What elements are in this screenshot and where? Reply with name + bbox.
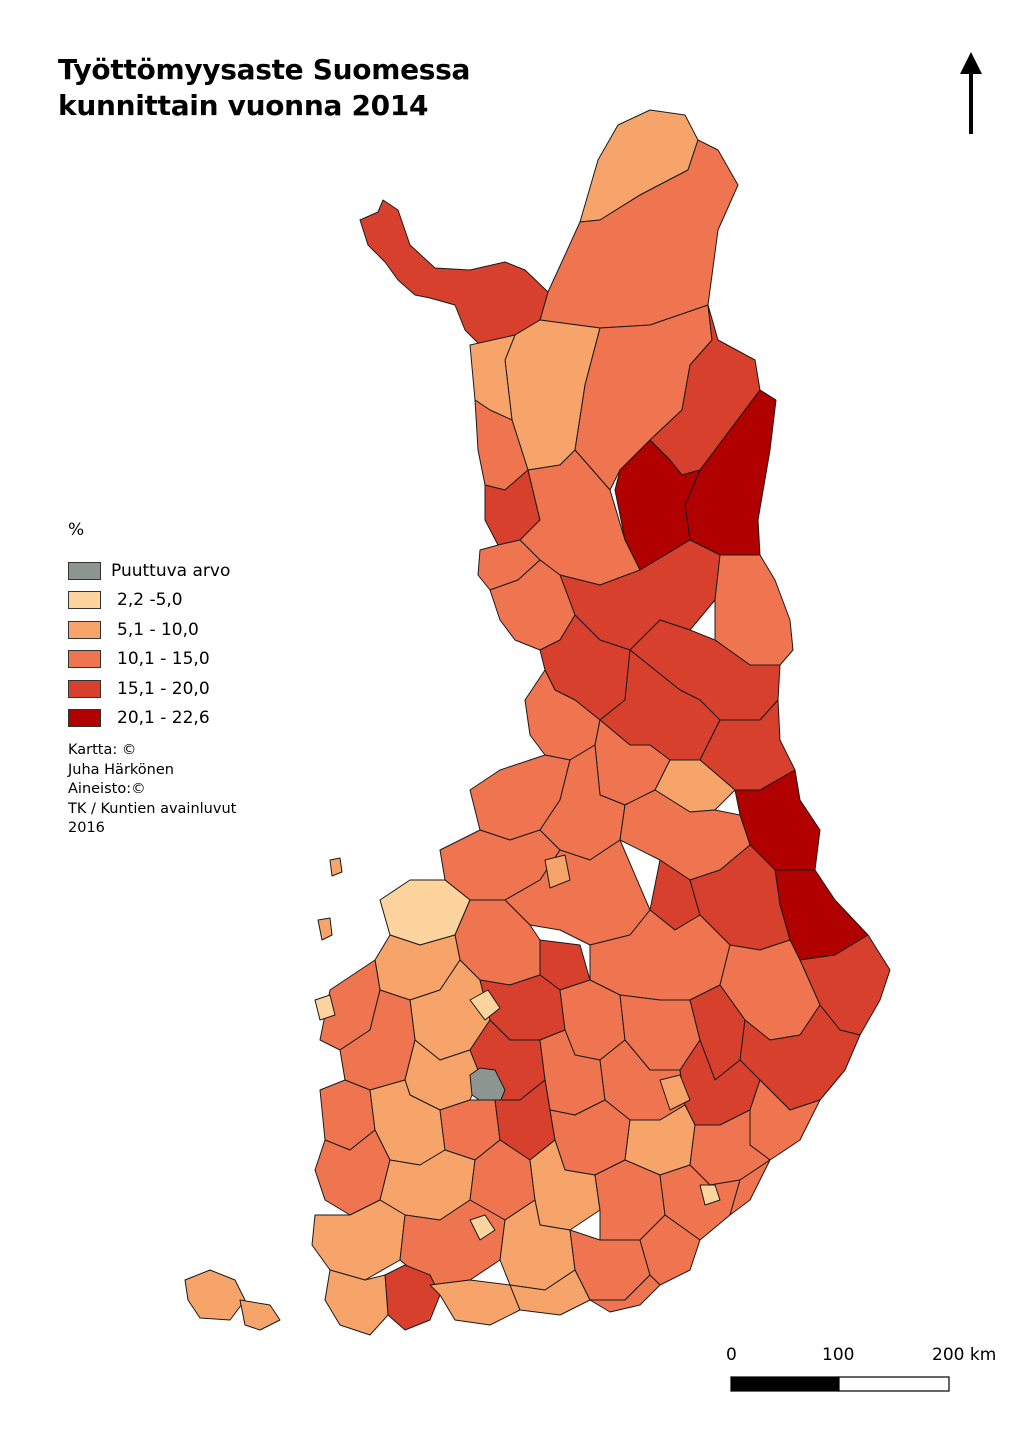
scale-label-0: 0 [726, 1345, 737, 1365]
legend-swatch [68, 650, 101, 669]
region [384, 1264, 441, 1331]
scale-bar: 0 100 200 km [720, 1345, 1020, 1405]
legend-swatch [68, 591, 101, 610]
region [469, 1214, 496, 1241]
region [714, 554, 794, 666]
region [184, 1269, 246, 1321]
region [544, 854, 571, 889]
legend-label: Puuttuva arvo [111, 560, 231, 581]
scale-bar-graphic [730, 1376, 950, 1392]
region [589, 1274, 661, 1313]
credits-line: Aineisto:© [68, 781, 146, 797]
map-title-line-2: kunnittain vuonna 2014 [58, 89, 429, 122]
scale-label-200: 200 km [932, 1345, 997, 1365]
legend-item-class-4: 15,1 - 20,0 [68, 674, 230, 704]
legend-label: 10,1 - 15,0 [117, 649, 210, 670]
legend-label: 15,1 - 20,0 [117, 678, 210, 699]
legend-item-class-5: 20,1 - 22,6 [68, 704, 230, 734]
legend-swatch [68, 561, 101, 580]
region [429, 1279, 521, 1326]
region [314, 994, 336, 1021]
legend-swatch [68, 620, 101, 639]
credits-line: TK / Kuntien avainluvut [68, 800, 237, 817]
map-title: Työttömyysaste Suomessa kunnittain vuonn… [58, 52, 658, 124]
region [329, 857, 343, 877]
region-missing [469, 1067, 506, 1105]
region [469, 989, 501, 1021]
region [729, 1159, 771, 1216]
region [311, 1199, 406, 1281]
region [317, 917, 333, 941]
scale-label-100: 100 [822, 1345, 855, 1365]
credits-line: Kartta: © [68, 742, 137, 758]
legend-unit: % [68, 520, 85, 540]
legend-item-missing: Puuttuva arvo [68, 556, 230, 586]
legend-swatch [68, 709, 101, 728]
credits-line: Juha Härkönen [68, 761, 174, 778]
region [659, 1074, 691, 1111]
legend-item-class-2: 5,1 - 10,0 [68, 615, 230, 645]
region [359, 199, 549, 346]
region [324, 1269, 389, 1336]
legend: % Puuttuva arvo 2,2 -5,0 5,1 - 10,0 10,1… [68, 520, 230, 733]
legend-item-class-1: 2,2 -5,0 [68, 586, 230, 616]
legend-label: 5,1 - 10,0 [117, 619, 199, 640]
region [239, 1299, 281, 1331]
legend-swatch [68, 679, 101, 698]
legend-label: 20,1 - 22,6 [117, 708, 210, 729]
legend-item-class-3: 10,1 - 15,0 [68, 645, 230, 675]
legend-label: 2,2 -5,0 [117, 590, 183, 611]
north-arrow-icon [960, 52, 982, 134]
map-title-line-1: Työttömyysaste Suomessa [58, 53, 471, 86]
credits: Kartta: © Juha Härkönen Aineisto:© TK / … [68, 741, 236, 839]
credits-line: 2016 [68, 820, 105, 836]
region [699, 1184, 721, 1206]
